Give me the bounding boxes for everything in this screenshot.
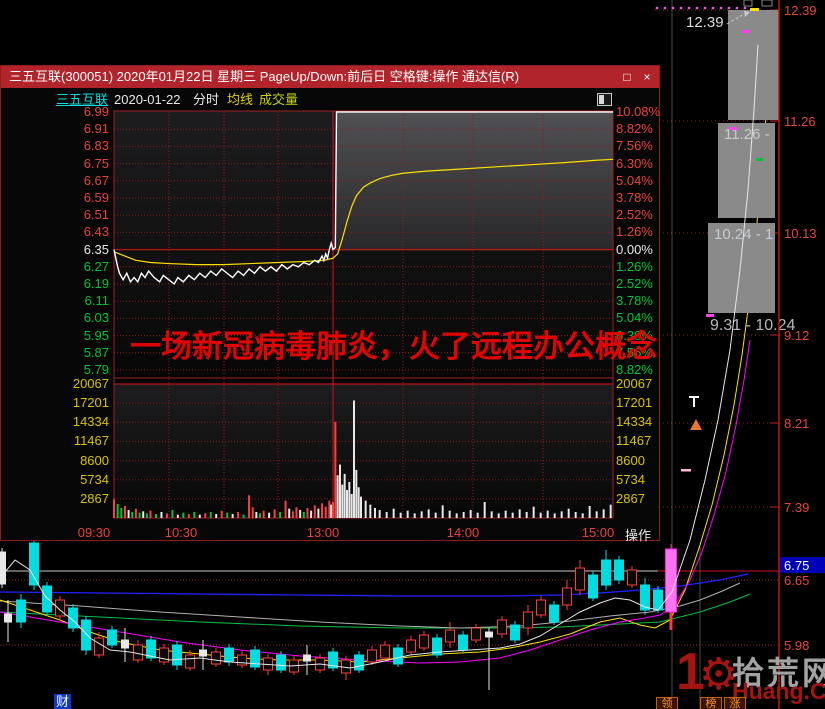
percent-axis-label: 3.78%	[616, 293, 653, 309]
intraday-window: 三五互联(300051) 2020年01月22日 星期三 PageUp/Down…	[0, 65, 661, 543]
volume-axis-label: 11467	[73, 433, 109, 449]
volume-axis-label: 2867	[616, 490, 645, 506]
svg-text:6.75: 6.75	[784, 558, 809, 573]
volume-axis-label: 2867	[80, 490, 109, 506]
volume-axis-label: 8600	[80, 452, 109, 468]
action-menu-button[interactable]: 操作	[625, 528, 652, 543]
percent-axis-label: 2.52%	[616, 207, 653, 223]
volume-axis-label: 5734	[616, 471, 645, 487]
price-axis-label: 5.95	[83, 327, 109, 343]
time-axis-label: 15:00	[581, 525, 615, 540]
price-axis-label: 6.83	[83, 138, 109, 154]
stock-name-link[interactable]: 三五互联	[56, 92, 109, 107]
time-axis-label: 14:00	[446, 525, 480, 540]
volume-axis-label: 20067	[72, 376, 109, 391]
price-axis-label: 5.79	[83, 362, 109, 377]
intraday-chart	[113, 110, 614, 519]
percent-axis-label: 2.52%	[616, 276, 653, 291]
price-axis-label: 6.75	[83, 155, 109, 171]
svg-text:10.13: 10.13	[784, 226, 817, 241]
svg-text:12.39: 12.39	[784, 3, 817, 18]
close-button[interactable]: ×	[643, 70, 651, 84]
time-axis-label: 10:30	[164, 525, 198, 540]
window-titlebar[interactable]: 三五互联(300051) 2020年01月22日 星期三 PageUp/Down…	[1, 66, 659, 88]
svg-text:9.12: 9.12	[784, 328, 809, 343]
volume-axis-label: 17201	[72, 395, 109, 411]
svg-text:9.31 - 10.24: 9.31 - 10.24	[710, 317, 796, 334]
svg-text:11.26 -: 11.26 -	[724, 126, 770, 143]
percent-axis-label: 8.82%	[616, 362, 653, 377]
minimize-button[interactable]: □	[623, 70, 631, 84]
price-axis-label: 6.51	[83, 207, 109, 223]
price-axis-label: 6.03	[83, 310, 109, 326]
volume-axis-label: 5734	[80, 471, 109, 487]
volume-axis-label: 17201	[616, 395, 653, 411]
percent-axis-label: 0.00%	[616, 241, 653, 257]
percent-axis-label: 10.08%	[616, 104, 661, 119]
percent-axis-label: 1.26%	[616, 258, 653, 274]
svg-text:7.39: 7.39	[784, 500, 809, 515]
time-axis-label: 13:00	[306, 525, 340, 540]
price-axis-label: 6.19	[83, 276, 109, 291]
tag-cai[interactable]: 财	[54, 694, 72, 709]
chart-header: 三五互联 2020-01-22 分时 均线 成交量	[1, 88, 659, 111]
tag-bang[interactable]: 榜	[700, 697, 722, 709]
price-axis-label: 6.27	[83, 258, 109, 274]
site-name-cn: 拾荒网	[732, 655, 825, 691]
price-axis-label: 6.67	[83, 172, 109, 188]
svg-text:8.21: 8.21	[784, 416, 809, 431]
price-axis-label: 5.87	[83, 344, 109, 360]
view-mode-label[interactable]: 分时	[193, 92, 220, 107]
price-axis-label: 6.35	[83, 241, 109, 257]
volume-axis-label: 14334	[72, 414, 109, 430]
svg-text:12.39: 12.39	[686, 14, 724, 31]
percent-axis-label: 5.04%	[616, 310, 653, 326]
price-axis-label: 6.43	[83, 224, 109, 240]
site-watermark: 1⚙ 拾荒网 Huang.CN	[676, 643, 825, 704]
chart-date: 2020-01-22	[114, 92, 181, 107]
volume-axis-label: 20067	[616, 376, 653, 391]
volume-toggle[interactable]: 成交量	[259, 92, 299, 107]
gear-icon: ⚙	[698, 650, 739, 699]
percent-axis-label: 8.82%	[616, 121, 653, 137]
price-axis-label: 6.99	[83, 104, 109, 119]
price-axis-label: 6.11	[84, 293, 109, 309]
percent-axis-label: 7.56%	[616, 138, 653, 154]
tag-ling[interactable]: 领	[656, 697, 678, 709]
percent-axis-label: 6.30%	[616, 155, 653, 171]
percent-axis-label: 5.04%	[616, 172, 653, 188]
tag-zhang[interactable]: 涨	[724, 697, 746, 709]
svg-text:5.98: 5.98	[784, 638, 809, 653]
price-axis-label: 6.91	[83, 121, 109, 137]
window-title: 三五互联(300051) 2020年01月22日 星期三 PageUp/Down…	[9, 69, 520, 84]
site-logo-number: 1	[676, 643, 705, 701]
svg-text:6.65: 6.65	[784, 573, 809, 588]
volume-axis-label: 14334	[616, 414, 653, 430]
percent-axis-label: 3.78%	[616, 190, 653, 205]
volume-axis-label: 8600	[616, 452, 645, 468]
svg-text:11.26: 11.26	[784, 114, 816, 129]
volume-axis-label: 11467	[616, 433, 652, 449]
site-name-en: Huang.CN	[732, 678, 825, 704]
percent-axis-label: 1.26%	[616, 224, 653, 240]
pane-toggle-icon[interactable]	[597, 93, 612, 106]
percent-axis-label: 7.56%	[616, 344, 653, 360]
price-axis-label: 6.59	[83, 190, 109, 205]
percent-axis-label: 6.30%	[616, 327, 653, 343]
time-axis-label: 09:30	[77, 525, 111, 540]
ma-toggle[interactable]: 均线	[227, 92, 254, 107]
